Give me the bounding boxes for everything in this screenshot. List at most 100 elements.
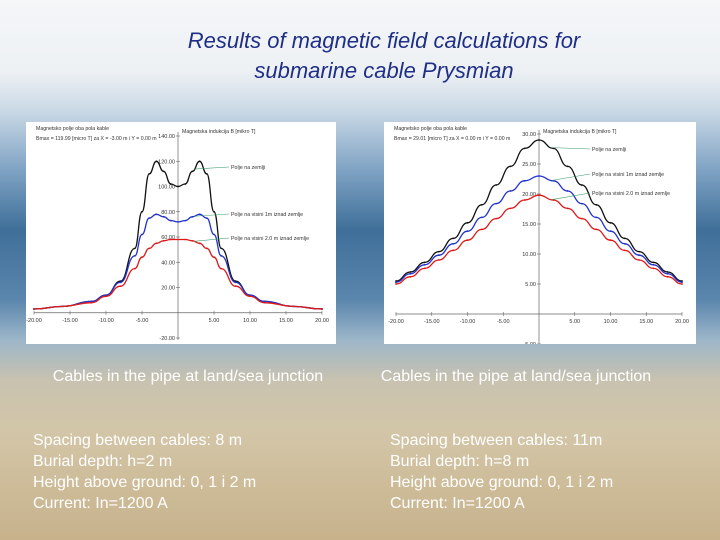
- chart-left-series-2-point-18: [234, 281, 237, 284]
- chart-right-series-1-point-3: [438, 250, 440, 253]
- chart-right-ytick-label-1: 25.00: [522, 162, 536, 168]
- chart-right-xtick-label-2: -10.00: [460, 319, 476, 325]
- chart-left-series-2-point-2: [90, 300, 93, 303]
- chart-left-xtick-label-1: -15.00: [62, 318, 78, 324]
- chart-left-series-2-point-16: [213, 233, 215, 236]
- chart-left-series-2-point-6: [141, 233, 143, 236]
- right-caption-spacing: Spacing between cables: 11m: [390, 432, 603, 449]
- chart-right-series-2-point-7: [495, 202, 497, 205]
- chart-left-annotation-leader-1: [193, 166, 230, 170]
- chart-right-series-3-point-2: [423, 267, 426, 270]
- chart-right-xtick-label-7: 20.00: [675, 319, 689, 325]
- chart-left-series-2-point-5: [133, 255, 136, 257]
- left-caption-spacing: Spacing between cables: 8 m: [33, 432, 243, 449]
- chart-right-series-2-point-3: [438, 254, 440, 257]
- chart-right-series-2-point-14: [595, 216, 598, 219]
- chart-left-series-2-point-4: [119, 281, 122, 284]
- chart-left-series-1-point-6: [141, 210, 143, 213]
- chart-right-xtick-label-6: 15.00: [639, 319, 653, 325]
- chart-left-series-2-point-8: [155, 213, 158, 216]
- chart-right-series-2-point-8: [509, 190, 512, 192]
- chart-right-series-2-point-6: [480, 216, 483, 219]
- chart-right-series-2-point-10: [538, 175, 540, 177]
- chart-left-series-3-point-13: [191, 239, 194, 242]
- chart-left-series-1-point-8: [155, 160, 158, 163]
- right-caption-height: Height above ground: 0, 1 i 2 m: [390, 474, 614, 491]
- chart-left-series-3-point-10: [169, 238, 172, 241]
- chart-right-series-1-point-18: [652, 261, 655, 264]
- chart-left-series-1-point-13: [191, 170, 194, 173]
- chart-right-series-2-point-1: [409, 272, 412, 275]
- chart-right-annotation-leader-3: [551, 192, 591, 200]
- chart-right-annotation-leader-1: [551, 147, 591, 150]
- chart-left-series-1-point-7: [148, 173, 151, 175]
- chart-right-series-2-point-2: [423, 263, 426, 266]
- chart-left-ytick-label-5: 40.00: [161, 260, 175, 266]
- chart-left-series-3-point-14: [198, 242, 201, 245]
- chart-left-series-3-point-12: [184, 238, 187, 241]
- chart-left-annotation-3: Polje na visini 2.0 m iznad zemlje: [231, 236, 309, 242]
- chart-left-series-2-point-20: [263, 300, 266, 303]
- chart-right-series-2-point-0: [395, 281, 397, 284]
- chart-right-series-3-point-19: [666, 275, 669, 278]
- chart-left-xtick-label-3: -5.00: [136, 318, 149, 324]
- chart-left-series-3-point-20: [263, 301, 266, 304]
- slide-title-line-2: submarine cable Prysmian: [254, 58, 514, 83]
- chart-left-series-3-point-0: [33, 308, 35, 310]
- chart-right-series-3-point-10: [538, 194, 540, 197]
- chart-right-series-1-point-15: [609, 221, 612, 224]
- chart-right-series-3-point-18: [652, 267, 655, 270]
- chart-right-xtick-label-5: 10.00: [604, 319, 618, 325]
- left-caption-heading: Cables in the pipe at land/sea junction: [52, 368, 324, 385]
- left-caption-current: Current: In=1200 A: [33, 495, 168, 512]
- chart-right-series-2-point-4: [452, 242, 455, 245]
- chart-left-ytick-label-0: 140.00: [158, 134, 175, 140]
- chart-right-series-2-point-15: [609, 230, 612, 233]
- chart-right-annotation-leader-2: [551, 173, 591, 181]
- chart-right-series-1-point-9: [523, 147, 526, 150]
- right-caption-heading: Cables in the pipe at land/sea junction: [380, 368, 652, 385]
- chart-right-series-1-point-6: [480, 203, 483, 206]
- chart-right-series-2-point-20: [681, 281, 683, 284]
- right-caption-burial-depth: Burial depth: h=8 m: [390, 453, 530, 470]
- chart-right-annotation-3: Polje na visini 2.0 m iznad zemlje: [592, 191, 670, 197]
- chart-left-series-2-point-14: [198, 213, 201, 216]
- chart-right-series-2-point-18: [652, 263, 655, 266]
- chart-right-xtick-label-4: 5.00: [569, 319, 580, 325]
- chart-right-series-2-point-16: [623, 242, 626, 245]
- chart-left-ytick-label-2: 100.00: [158, 185, 175, 191]
- chart-right-xtick-label-1: -15.00: [424, 319, 440, 325]
- chart-right-series-3-point-4: [452, 249, 455, 252]
- left-caption-height: Height above ground: 0, 1 i 2 m: [33, 474, 257, 491]
- chart-left-series-3-point-22: [321, 308, 323, 310]
- chart-right-series-2-point-12: [566, 190, 569, 192]
- chart-right-series-1-point-17: [638, 250, 640, 253]
- chart-right-series-2-point-13: [581, 202, 583, 205]
- chart-left-series-2-point-7: [148, 217, 151, 219]
- chart-left-series-1-point-16: [213, 210, 215, 213]
- chart-left-series-1-point-15: [205, 173, 208, 175]
- chart-right-ytick-label-4: 10.00: [522, 252, 536, 258]
- chart-left-xtick-label-6: 15.00: [279, 318, 293, 324]
- chart-left-series-3-point-5: [133, 267, 136, 270]
- chart-left-annotation-leader-2: [193, 213, 230, 217]
- chart-left-xtick-label-5: 10.00: [243, 318, 257, 324]
- left-caption-burial-depth: Burial depth: h=2 m: [33, 453, 173, 470]
- chart-right-series-2-point-17: [638, 254, 640, 257]
- chart-left-series-2-point-12: [184, 219, 187, 222]
- chart-right-header-line-1: Magnetsko polje oba pola kable: [394, 126, 467, 132]
- chart-right-series-1-point-5: [466, 221, 469, 224]
- chart-left-ytick-label-4: 60.00: [161, 235, 175, 241]
- chart-right-xtick-label-0: -20.00: [388, 319, 404, 325]
- chart-left-series-3-point-1: [61, 305, 64, 308]
- chart-left-series-2-point-9: [162, 215, 165, 218]
- chart-left-header-line-1: Magnetsko polje oba pola kable: [36, 126, 109, 132]
- chart-left-series-3-point-6: [141, 256, 143, 259]
- chart-right-series-3-point-20: [681, 283, 683, 285]
- chart-left-series-3-point-7: [148, 247, 151, 250]
- chart-left-series-2-point-13: [191, 215, 194, 218]
- chart-right-series-3-point-1: [409, 275, 412, 278]
- chart-left-series-1-point-9: [162, 170, 165, 173]
- chart-right-header-line-2: Bmax = 29.01 [micro T] za X = 0.00 m i Y…: [394, 136, 510, 142]
- left-caption-details: Spacing between cables: 8 m Burial depth…: [33, 430, 353, 514]
